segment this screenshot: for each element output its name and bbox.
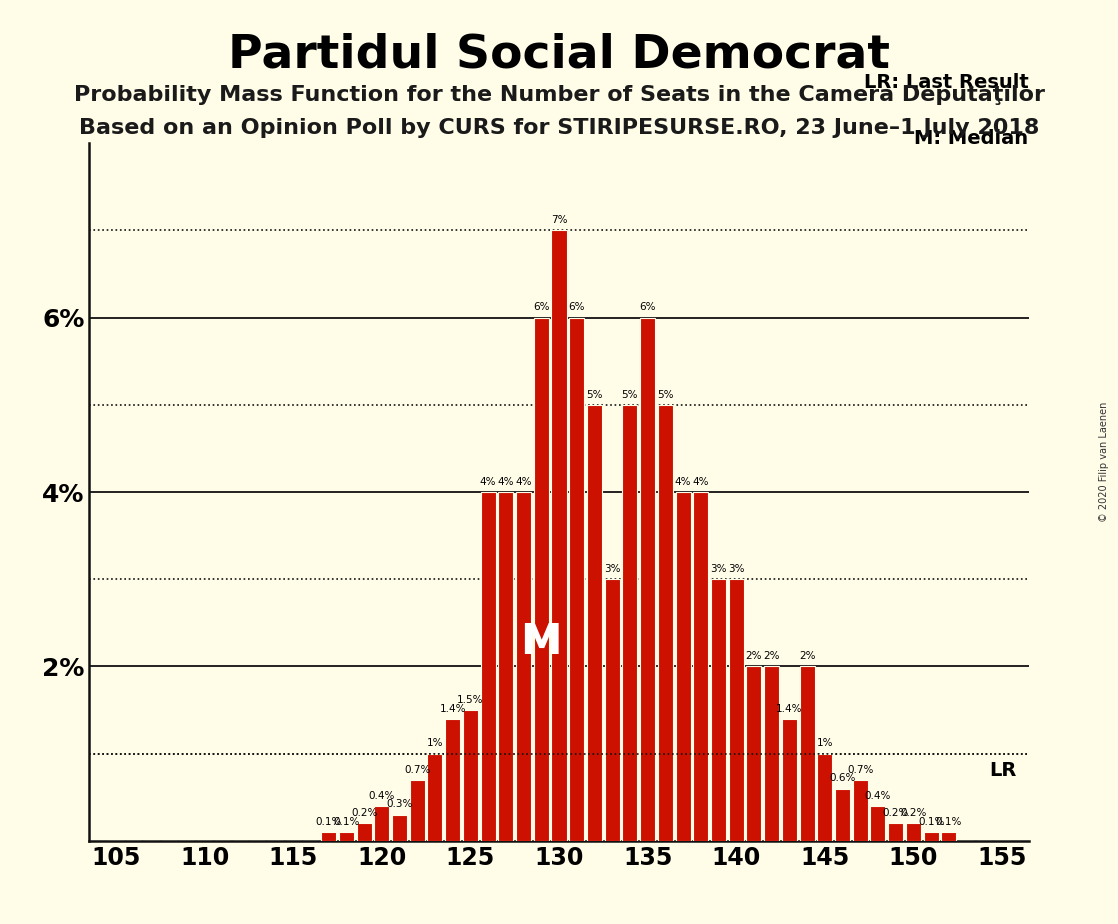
Bar (835, 788, 850, 841)
Bar (623, 405, 637, 841)
Text: 6%: 6% (533, 302, 550, 312)
Bar (871, 806, 885, 841)
Bar (551, 230, 567, 841)
Text: 0.7%: 0.7% (847, 764, 873, 774)
Text: 1.5%: 1.5% (457, 695, 484, 705)
Bar (569, 318, 585, 841)
Bar (392, 815, 407, 841)
Bar (445, 719, 461, 841)
Bar (321, 833, 337, 841)
Bar (463, 710, 477, 841)
Text: 0.1%: 0.1% (333, 817, 360, 827)
Bar (375, 806, 389, 841)
Text: 2%: 2% (799, 651, 815, 662)
Text: 4%: 4% (515, 477, 532, 487)
Text: 5%: 5% (622, 390, 638, 399)
Text: Probability Mass Function for the Number of Seats in the Camera Deputaţilor: Probability Mass Function for the Number… (74, 85, 1044, 105)
Bar (764, 666, 779, 841)
Text: 0.2%: 0.2% (882, 808, 909, 818)
Text: 4%: 4% (498, 477, 514, 487)
Bar (781, 719, 797, 841)
Bar (729, 579, 743, 841)
Text: LR: Last Result: LR: Last Result (864, 74, 1029, 92)
Text: 0.3%: 0.3% (387, 799, 413, 809)
Text: M: Median: M: Median (915, 129, 1029, 148)
Text: 1.4%: 1.4% (439, 703, 466, 713)
Text: 4%: 4% (675, 477, 691, 487)
Text: 6%: 6% (639, 302, 656, 312)
Bar (799, 666, 815, 841)
Text: Based on an Opinion Poll by CURS for STIRIPESURSE.RO, 23 June–1 July 2018: Based on an Opinion Poll by CURS for STI… (78, 118, 1040, 139)
Text: 5%: 5% (657, 390, 673, 399)
Text: 6%: 6% (568, 302, 585, 312)
Text: 0.1%: 0.1% (315, 817, 342, 827)
Bar (499, 492, 513, 841)
Bar (409, 780, 425, 841)
Bar (941, 833, 956, 841)
Bar (587, 405, 601, 841)
Text: © 2020 Filip van Laenen: © 2020 Filip van Laenen (1099, 402, 1109, 522)
Bar (517, 492, 531, 841)
Bar (533, 318, 549, 841)
Text: 2%: 2% (764, 651, 780, 662)
Bar (906, 823, 921, 841)
Text: LR: LR (988, 760, 1016, 780)
Text: Partidul Social Democrat: Partidul Social Democrat (228, 32, 890, 78)
Text: 1%: 1% (427, 738, 443, 748)
Text: 0.2%: 0.2% (351, 808, 377, 818)
Text: 3%: 3% (728, 564, 745, 574)
Text: 0.6%: 0.6% (830, 773, 855, 784)
Bar (853, 780, 868, 841)
Bar (711, 579, 726, 841)
Text: 0.1%: 0.1% (918, 817, 945, 827)
Bar (675, 492, 691, 841)
Text: 0.1%: 0.1% (936, 817, 961, 827)
Text: 7%: 7% (551, 215, 567, 225)
Text: 1.4%: 1.4% (776, 703, 803, 713)
Text: 5%: 5% (586, 390, 603, 399)
Text: 4%: 4% (692, 477, 709, 487)
Text: 2%: 2% (746, 651, 762, 662)
Bar (605, 579, 619, 841)
Text: 3%: 3% (604, 564, 620, 574)
Text: M: M (521, 621, 562, 663)
Bar (339, 833, 354, 841)
Text: 4%: 4% (480, 477, 496, 487)
Text: 0.4%: 0.4% (864, 791, 891, 801)
Text: 0.4%: 0.4% (369, 791, 395, 801)
Bar (641, 318, 655, 841)
Bar (657, 405, 673, 841)
Text: 1%: 1% (816, 738, 833, 748)
Text: 0.2%: 0.2% (900, 808, 927, 818)
Text: 3%: 3% (710, 564, 727, 574)
Bar (481, 492, 495, 841)
Bar (693, 492, 709, 841)
Bar (923, 833, 939, 841)
Bar (357, 823, 371, 841)
Bar (427, 754, 443, 841)
Bar (747, 666, 761, 841)
Text: 0.7%: 0.7% (404, 764, 430, 774)
Bar (888, 823, 903, 841)
Bar (817, 754, 832, 841)
